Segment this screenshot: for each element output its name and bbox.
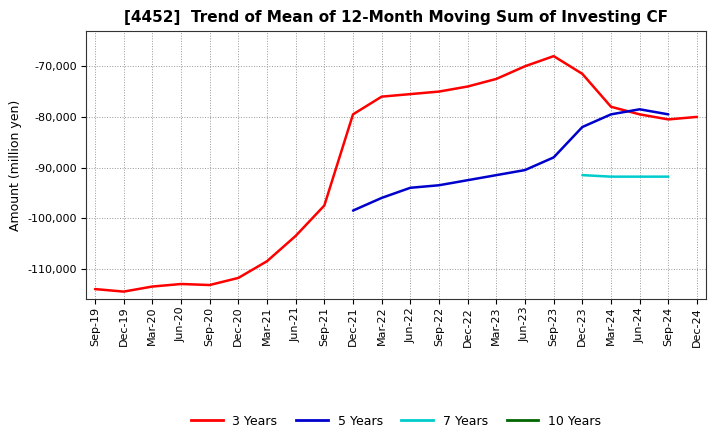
7 Years (635, 174, 644, 179)
3 Years (492, 76, 500, 81)
3 Years (693, 114, 701, 120)
3 Years (348, 112, 357, 117)
5 Years (464, 178, 472, 183)
5 Years (377, 195, 386, 201)
3 Years (607, 104, 616, 110)
5 Years (549, 155, 558, 160)
3 Years (320, 203, 328, 208)
7 Years (664, 174, 672, 179)
3 Years (377, 94, 386, 99)
5 Years (435, 183, 444, 188)
3 Years (635, 112, 644, 117)
3 Years (148, 284, 157, 289)
3 Years (435, 89, 444, 94)
3 Years (176, 281, 185, 286)
3 Years (521, 64, 529, 69)
Title: [4452]  Trend of Mean of 12-Month Moving Sum of Investing CF: [4452] Trend of Mean of 12-Month Moving … (124, 11, 668, 26)
7 Years (607, 174, 616, 179)
Y-axis label: Amount (million yen): Amount (million yen) (9, 99, 22, 231)
5 Years (348, 208, 357, 213)
3 Years (263, 259, 271, 264)
3 Years (292, 233, 300, 238)
3 Years (406, 92, 415, 97)
3 Years (664, 117, 672, 122)
Legend: 3 Years, 5 Years, 7 Years, 10 Years: 3 Years, 5 Years, 7 Years, 10 Years (186, 410, 606, 433)
3 Years (578, 71, 587, 77)
Line: 3 Years: 3 Years (95, 56, 697, 292)
3 Years (91, 286, 99, 292)
3 Years (549, 54, 558, 59)
7 Years (578, 172, 587, 178)
5 Years (492, 172, 500, 178)
5 Years (578, 125, 587, 130)
5 Years (664, 112, 672, 117)
3 Years (234, 275, 243, 281)
5 Years (521, 168, 529, 173)
Line: 7 Years: 7 Years (582, 175, 668, 176)
3 Years (120, 289, 128, 294)
5 Years (607, 112, 616, 117)
5 Years (635, 106, 644, 112)
3 Years (205, 282, 214, 288)
3 Years (464, 84, 472, 89)
5 Years (406, 185, 415, 191)
Line: 5 Years: 5 Years (353, 109, 668, 211)
